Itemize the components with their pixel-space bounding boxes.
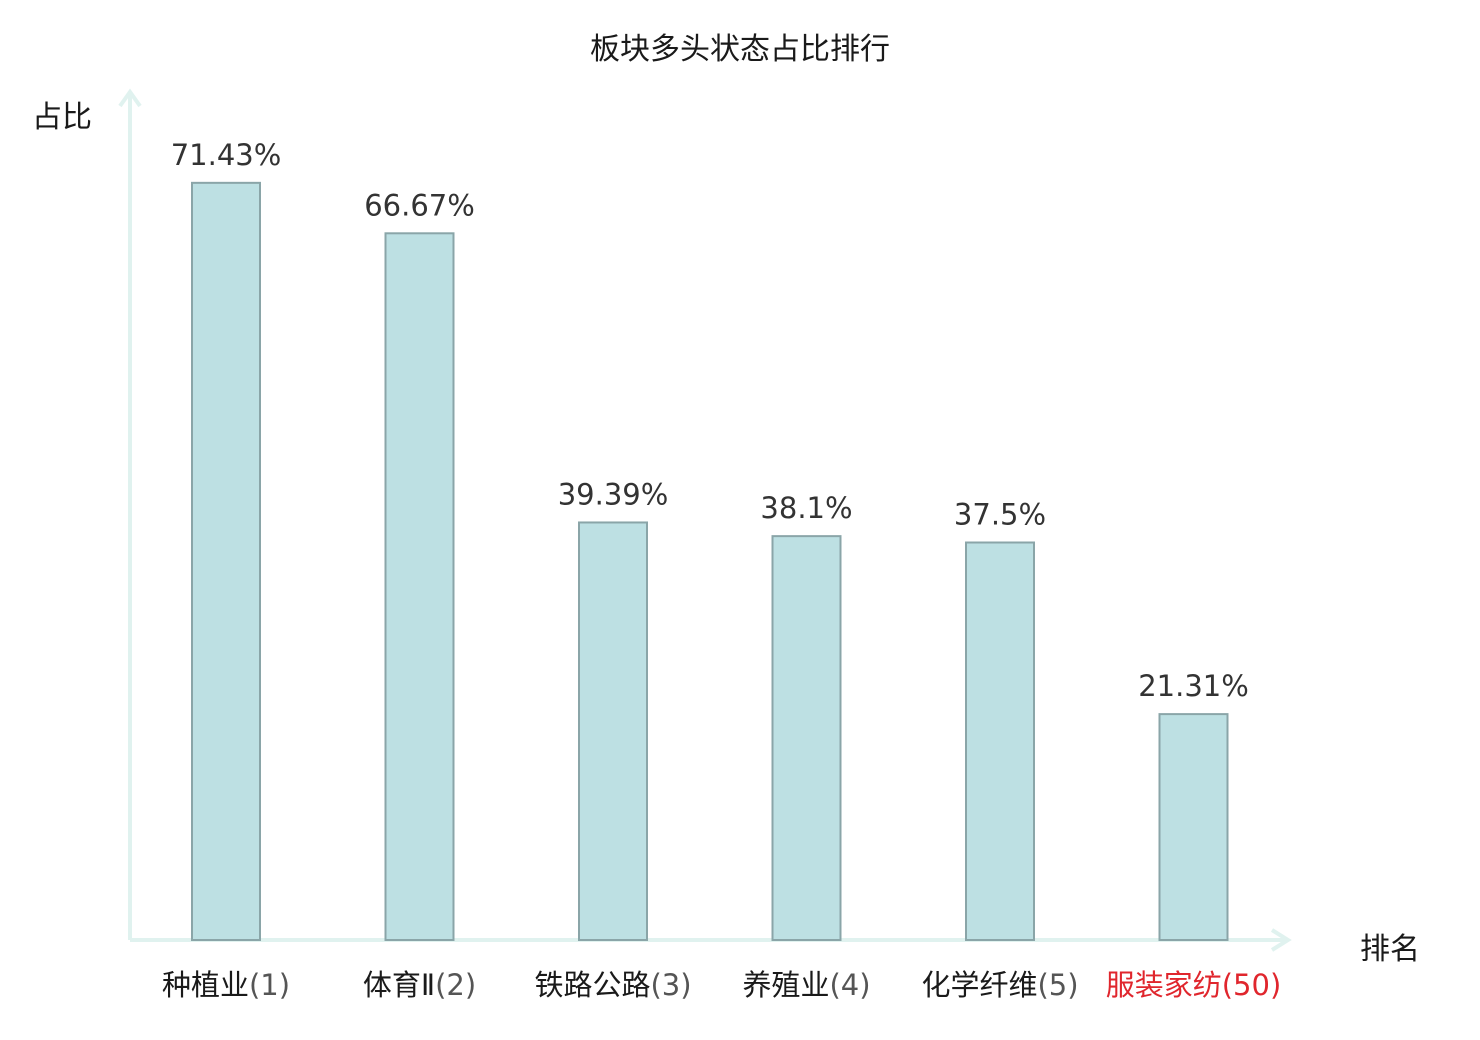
- category-name: 体育Ⅱ: [362, 968, 436, 1002]
- x-tick-label: 体育Ⅱ(2): [310, 962, 530, 1004]
- data-label: 21.31%: [1138, 669, 1249, 703]
- bar: [191, 181, 261, 942]
- x-tick-label: 养殖业(4): [697, 962, 917, 1004]
- data-label: 66.67%: [364, 188, 475, 222]
- category-rank: (3): [650, 968, 692, 1002]
- category-name: 化学纤维: [921, 968, 1038, 1002]
- y-axis-label: 占比: [32, 100, 92, 135]
- data-label: 37.5%: [954, 498, 1046, 532]
- category-rank: (5): [1037, 968, 1079, 1002]
- data-label: 71.43%: [171, 138, 282, 172]
- data-label: 39.39%: [558, 477, 669, 511]
- bar: [384, 232, 455, 942]
- category-rank: (2): [435, 968, 477, 1002]
- x-tick-label: 种植业(1): [116, 962, 336, 1004]
- x-tick-label: 化学纤维(5): [890, 962, 1110, 1004]
- chart-title: 板块多头状态占比排行: [590, 32, 890, 67]
- bar: [578, 521, 648, 941]
- x-axis-arrow: [1270, 928, 1292, 952]
- bar: [965, 541, 1035, 941]
- x-tick-label: 服装家纺(50): [1084, 962, 1304, 1004]
- category-name: 铁路公路: [534, 968, 651, 1002]
- x-axis-label: 排名: [1360, 932, 1420, 967]
- bar: [771, 535, 842, 941]
- y-axis-arrow: [118, 88, 142, 108]
- category-name: 服装家纺: [1105, 968, 1222, 1002]
- category-rank: (1): [248, 968, 291, 1002]
- category-rank: (4): [829, 968, 871, 1002]
- bar: [1158, 713, 1229, 942]
- category-name: 种植业: [161, 968, 249, 1002]
- data-label: 38.1%: [760, 491, 852, 525]
- x-tick-label: 铁路公路(3): [503, 962, 723, 1004]
- category-name: 养殖业: [742, 968, 830, 1002]
- category-rank: (50): [1221, 968, 1282, 1002]
